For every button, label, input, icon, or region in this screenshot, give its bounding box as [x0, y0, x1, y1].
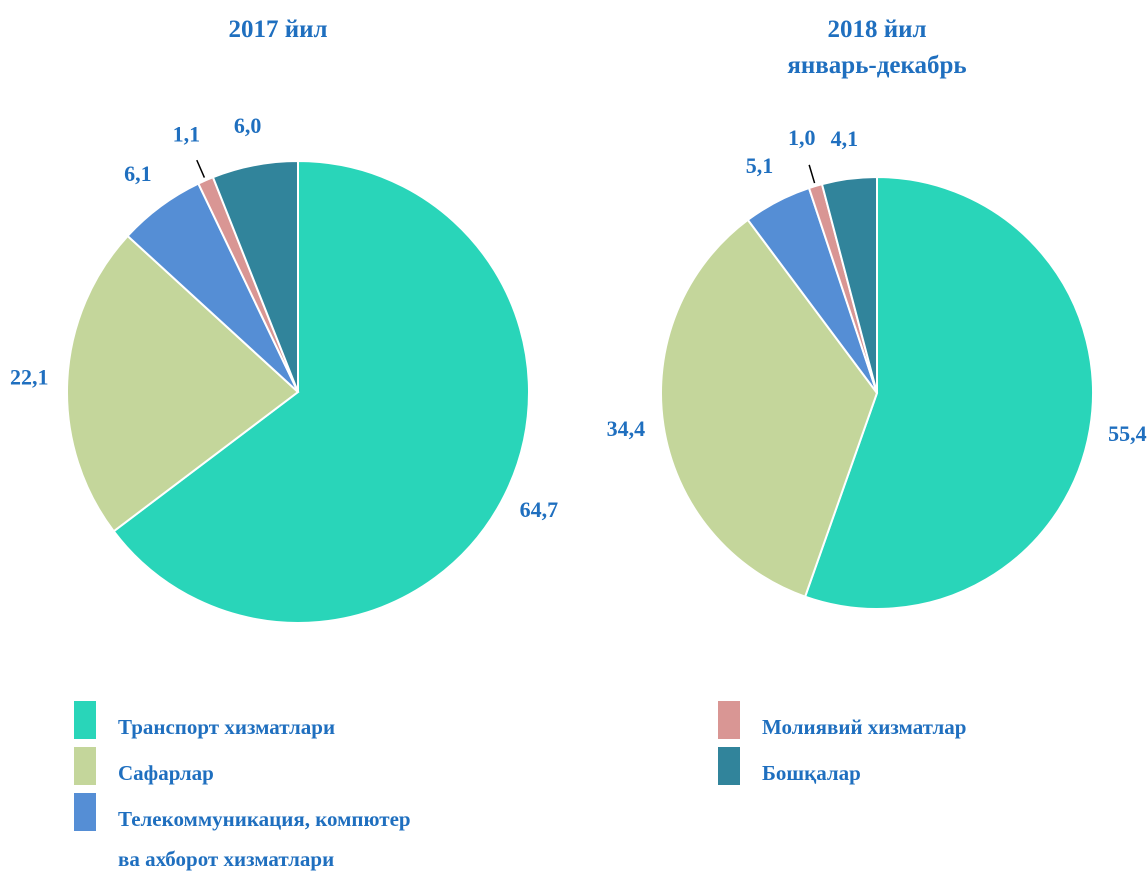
chart-title: 2018 йил январь-декабрь — [787, 16, 967, 79]
leader-line — [808, 164, 816, 184]
legend-swatch — [718, 747, 740, 785]
legend-label: Телекоммуникация, компютер ва ахборот хи… — [118, 807, 411, 871]
data-label: 64,7 — [520, 497, 559, 522]
pie-slice — [820, 175, 878, 394]
pie-slice — [66, 234, 300, 533]
legend-item: Транспорт хизматлари — [74, 701, 336, 747]
data-label: 22,1 — [10, 364, 49, 389]
legend-label: Бошқалар — [762, 761, 861, 785]
legend-item: Сафарлар — [74, 747, 214, 793]
pie-slice — [660, 218, 879, 598]
legend-swatch — [74, 701, 96, 739]
legend-swatch — [74, 747, 96, 785]
legend-label: Молиявий хизматлар — [762, 715, 967, 739]
legend-label: Транспорт хизматлари — [118, 715, 336, 739]
pie-slice — [211, 159, 299, 393]
data-label: 55,4 — [1108, 421, 1147, 446]
data-label: 6,0 — [234, 113, 262, 138]
leader-line — [196, 159, 206, 178]
data-label: 6,1 — [124, 161, 152, 186]
pie-slice — [112, 159, 530, 624]
chart-title: 2017 йил — [228, 16, 328, 43]
legend-swatch — [718, 701, 740, 739]
legend-item: Молиявий хизматлар — [718, 701, 967, 747]
legend-item: Телекоммуникация, компютер ва ахборот хи… — [74, 793, 434, 879]
data-label: 1,0 — [788, 125, 816, 150]
data-label: 5,1 — [746, 153, 774, 178]
legend-label: Сафарлар — [118, 761, 214, 785]
data-label: 4,1 — [831, 126, 859, 151]
data-label: 34,4 — [607, 416, 646, 441]
data-label: 1,1 — [173, 121, 201, 146]
legend-item: Бошқалар — [718, 747, 861, 793]
legend-swatch — [74, 793, 96, 831]
